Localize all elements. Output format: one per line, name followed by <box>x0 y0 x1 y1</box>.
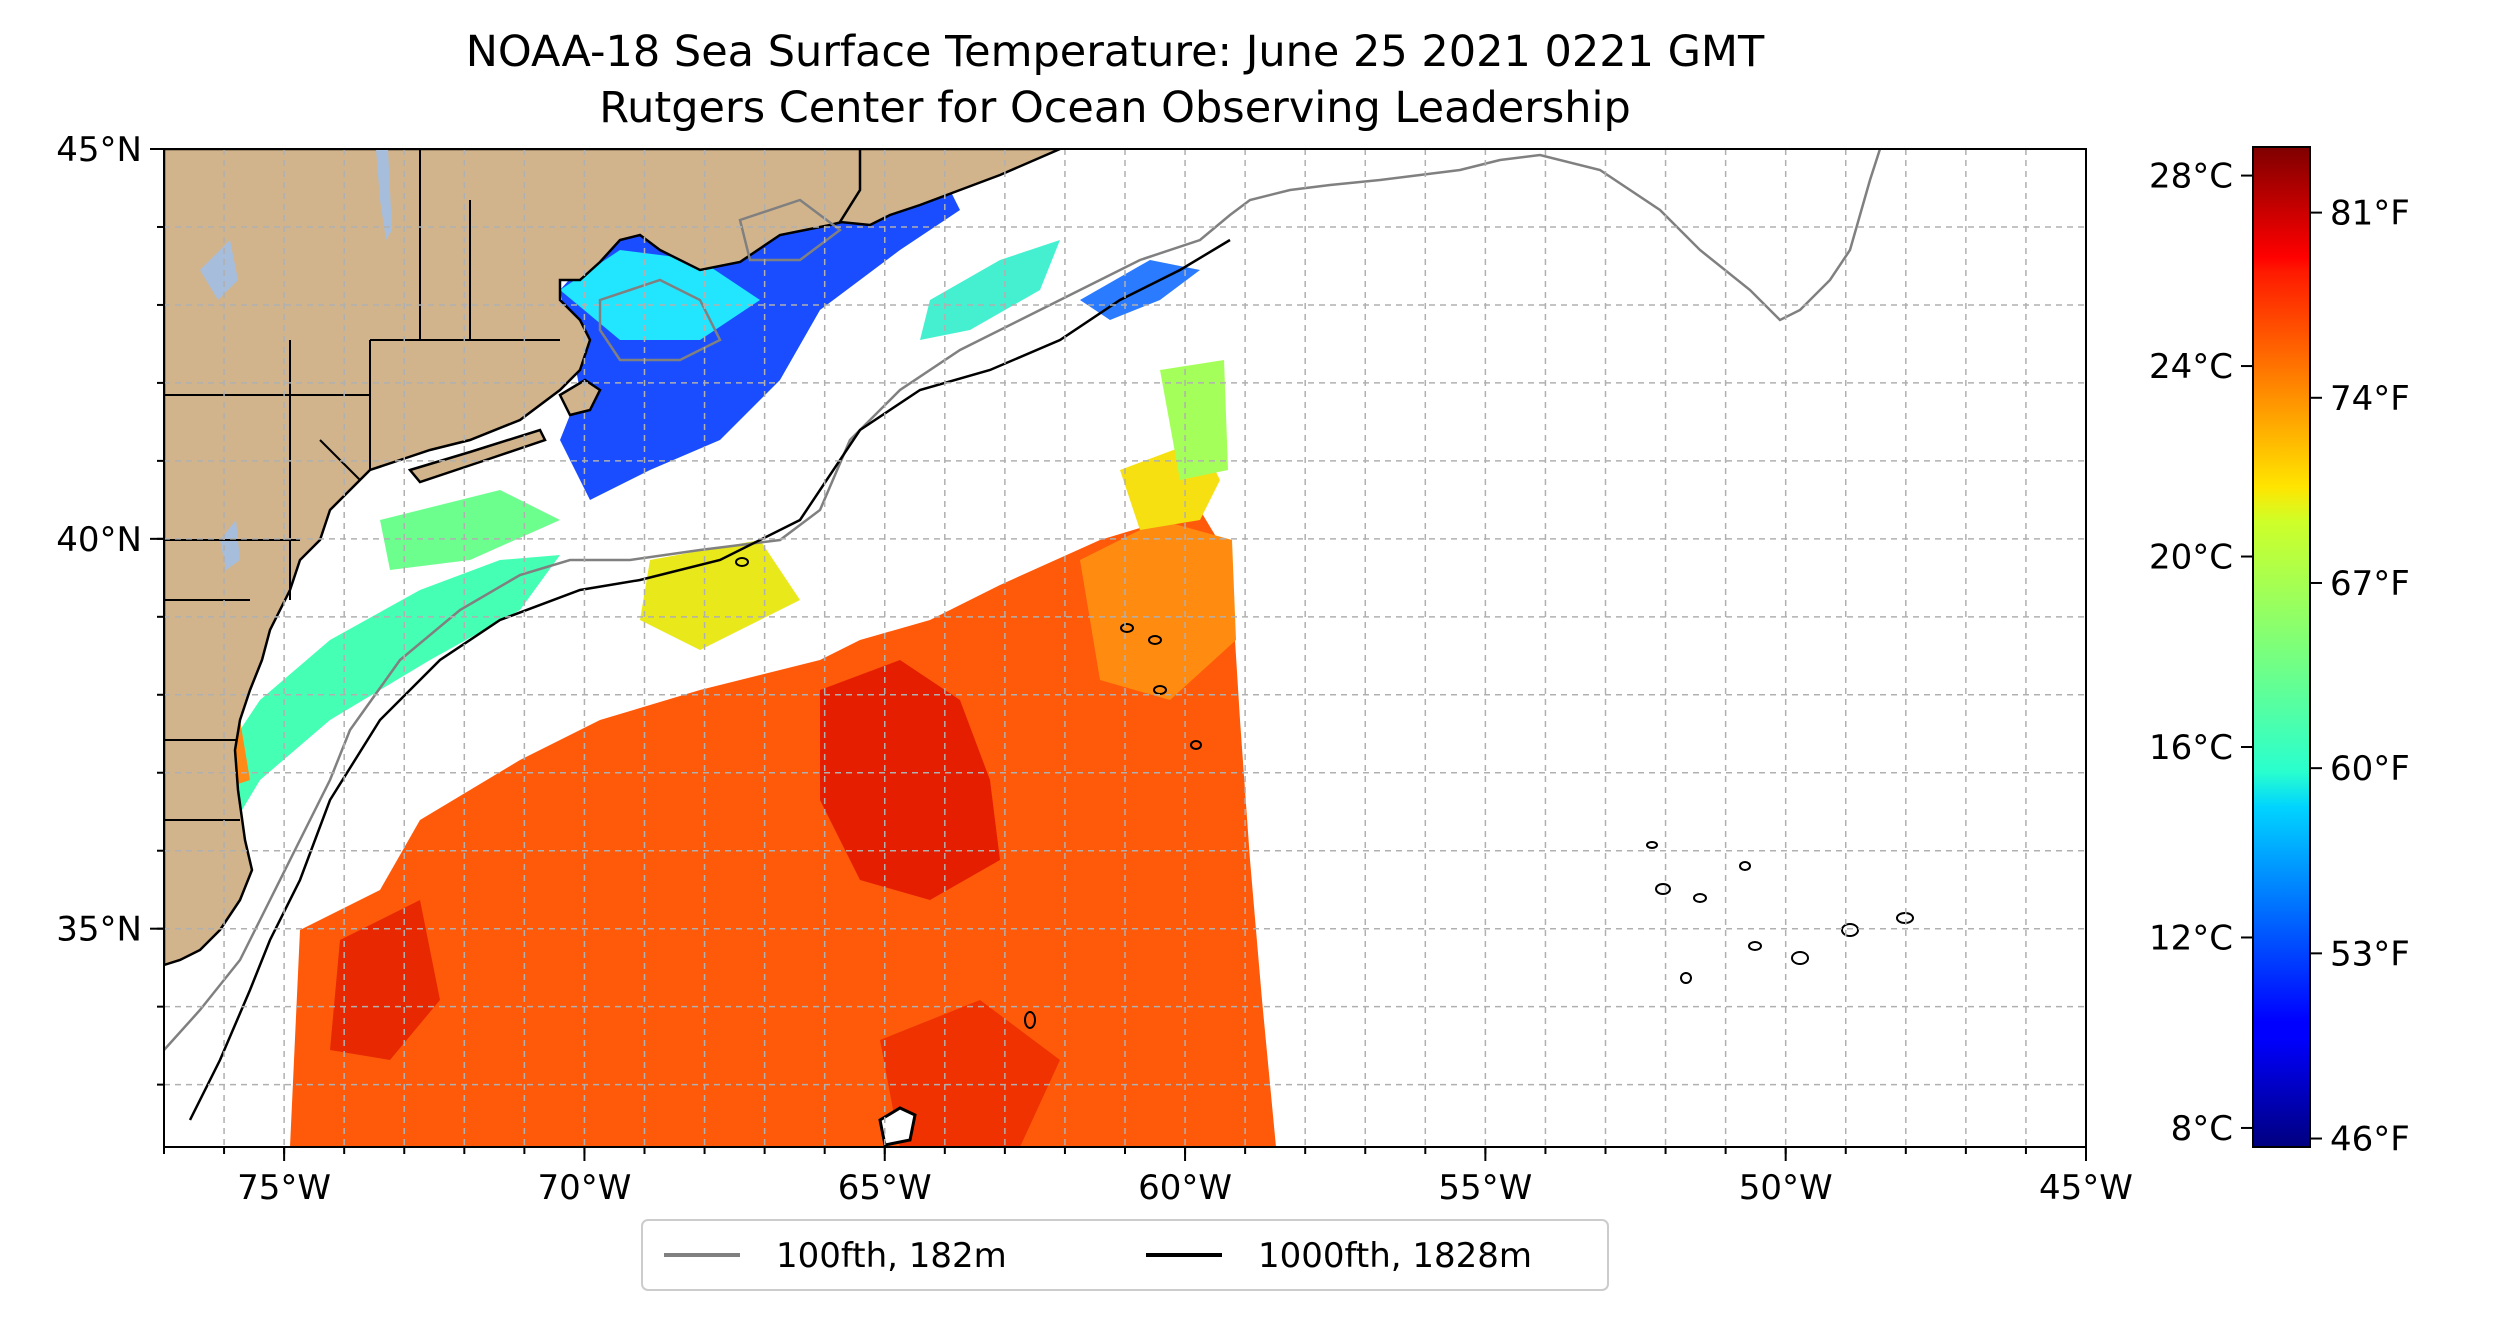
isobath-100fth <box>164 149 1882 1051</box>
sst-warm-core <box>820 660 1000 900</box>
celsius-tick-label: 28°C <box>2149 157 2233 197</box>
land-nova-scotia <box>837 149 1061 227</box>
colorbar-gradient <box>2252 146 2311 1148</box>
celsius-tick-label: 20°C <box>2149 538 2233 578</box>
land-long-island <box>407 428 547 484</box>
sst-warm-swath <box>290 510 1276 1147</box>
lon-tick-label: 60°W <box>1138 1168 1232 1208</box>
sst-orange-patches <box>1080 520 1236 700</box>
fahrenheit-tick-label: 74°F <box>2330 379 2410 419</box>
celsius-tick-label: 12°C <box>2149 918 2233 958</box>
lat-tick-label: 45°N <box>56 130 142 170</box>
axis-ticks <box>150 148 2087 1161</box>
lat-tick-label: 40°N <box>56 520 142 560</box>
sst-yellow-patches-2 <box>640 540 800 650</box>
lon-tick-label: 55°W <box>1438 1168 1532 1208</box>
map-title-line2: Rutgers Center for Ocean Observing Leade… <box>599 83 1631 133</box>
lon-tick-label: 50°W <box>1739 1168 1833 1208</box>
sst-shelf-band <box>220 555 560 830</box>
lon-tick-label: 45°W <box>2039 1168 2133 1208</box>
state-boundaries <box>164 149 560 821</box>
sst-green-northeast <box>1160 360 1228 480</box>
sst-scotian-shelf-2 <box>920 240 1060 340</box>
celsius-tick-label: 24°C <box>2149 347 2233 387</box>
land-north-america <box>164 149 1051 967</box>
lon-tick-label: 75°W <box>237 1168 331 1208</box>
map-panel: 75°W 70°W 65°W 60°W 55°W 50°W 45°W 35°N 40°N 45°N <box>56 130 2133 1208</box>
fahrenheit-tick-label: 81°F <box>2330 194 2410 234</box>
legend-label-100fth: 100fth, 182m <box>776 1236 1007 1276</box>
fahrenheit-tick-label: 53°F <box>2330 934 2410 974</box>
lon-tick-label: 70°W <box>537 1168 631 1208</box>
fahrenheit-tick-label: 67°F <box>2330 564 2410 604</box>
sst-warm-core-3 <box>880 1000 1060 1147</box>
lat-tick-label: 35°N <box>56 910 142 950</box>
colorbar-celsius-axis: 8°C 12°C 16°C 20°C 24°C 28°C <box>2149 157 2253 1149</box>
legend-box <box>641 1219 1609 1291</box>
isobath-legend: 100fth, 182m 1000fth, 1828m <box>641 1219 1609 1291</box>
gridlines <box>164 149 2086 1147</box>
isobath-1000fth <box>188 238 1231 1121</box>
legend-label-1000fth: 1000fth, 1828m <box>1258 1236 1532 1276</box>
fahrenheit-tick-label: 60°F <box>2330 749 2410 789</box>
fahrenheit-tick-label: 46°F <box>2330 1120 2410 1160</box>
sst-shelf-band-2 <box>380 490 560 570</box>
celsius-tick-label: 8°C <box>2171 1109 2233 1149</box>
lon-tick-label: 65°W <box>838 1168 932 1208</box>
axis-labels: 75°W 70°W 65°W 60°W 55°W 50°W 45°W 35°N 40°N 45°N <box>56 130 2133 1208</box>
map-title-line1: NOAA-18 Sea Surface Temperature: June 25… <box>466 27 1765 77</box>
land-cape-cod <box>558 378 602 417</box>
colorbar-fahrenheit-axis: 46°F 53°F 60°F 67°F 74°F 81°F <box>2310 194 2410 1160</box>
celsius-tick-label: 16°C <box>2149 728 2233 768</box>
seamount-contours <box>735 557 1914 1029</box>
colorbar: 8°C 12°C 16°C 20°C 24°C 28°C 46°F 53°F 60°F 67°F… <box>2149 146 2410 1160</box>
sst-warm-core-2 <box>330 900 440 1060</box>
